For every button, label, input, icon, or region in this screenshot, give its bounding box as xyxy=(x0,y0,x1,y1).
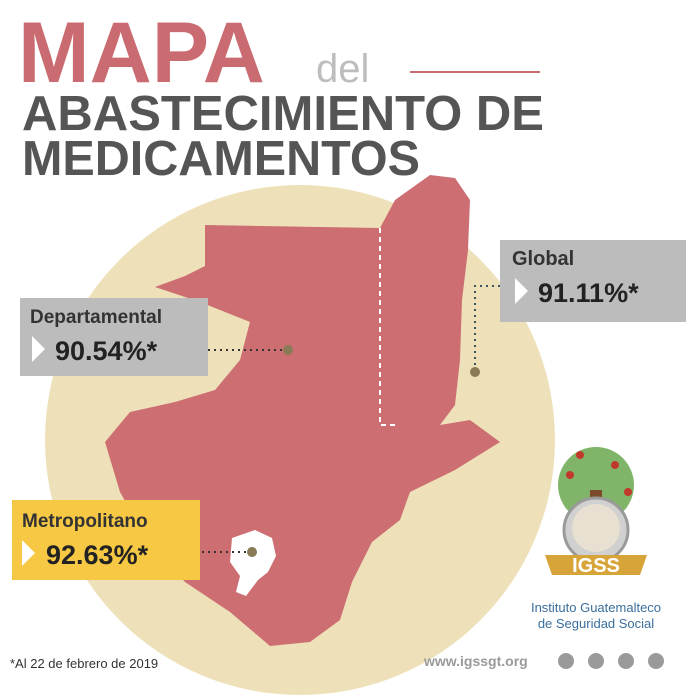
region-divider xyxy=(379,228,398,426)
website: www.igssgt.org xyxy=(423,653,528,669)
footnote: *Al 22 de febrero de 2019 xyxy=(10,656,158,671)
callout-value: 91.11%* xyxy=(538,278,639,308)
leader-dot xyxy=(470,367,480,377)
leader-line xyxy=(474,285,500,370)
callout-box xyxy=(500,240,686,322)
title-connector: del xyxy=(316,47,369,91)
social-icon[interactable] xyxy=(648,653,664,669)
metro-region xyxy=(230,530,276,596)
subtitle: ABASTECIMIENTO DE xyxy=(22,87,544,141)
social-icon[interactable] xyxy=(618,653,634,669)
subtitle: MEDICAMENTOS xyxy=(22,132,420,186)
callout-value: 92.63%* xyxy=(46,540,149,570)
callout-box xyxy=(20,298,208,376)
country-map xyxy=(105,175,500,646)
leader-dot xyxy=(247,547,257,557)
title: MAPA xyxy=(18,5,265,101)
logo-acronym: IGSS xyxy=(572,555,620,577)
callout-arrow xyxy=(515,278,528,304)
logo: IGSS Instituto Guatemalteco de Seguridad… xyxy=(531,447,661,631)
callout-label: Global xyxy=(512,248,574,270)
callout-label: Metropolitano xyxy=(22,511,148,532)
callout-box xyxy=(12,500,200,580)
callout-arrow xyxy=(22,540,35,566)
logo-name: de Seguridad Social xyxy=(538,616,654,631)
leader-dot xyxy=(283,345,293,355)
social-icon[interactable] xyxy=(558,653,574,669)
social-icon[interactable] xyxy=(588,653,604,669)
callout-value: 90.54%* xyxy=(55,336,158,366)
callout-arrow xyxy=(32,336,45,362)
callout-label: Departamental xyxy=(30,307,162,328)
logo-name: Instituto Guatemalteco xyxy=(531,600,661,615)
